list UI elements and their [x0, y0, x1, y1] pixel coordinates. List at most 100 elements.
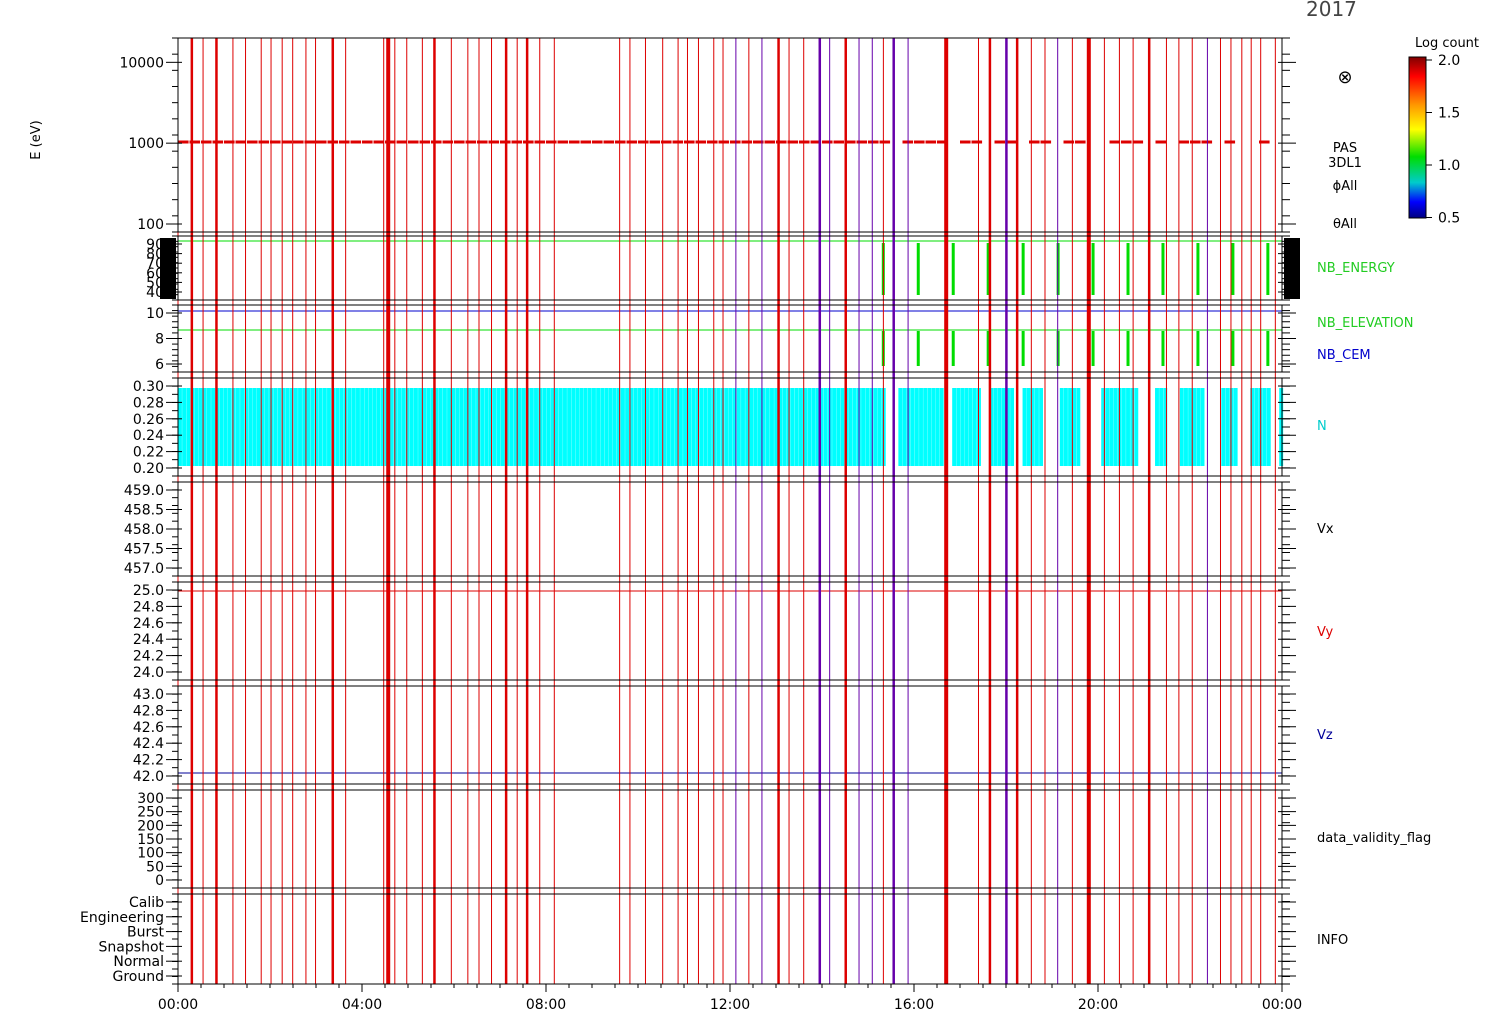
n-density-bar [1155, 388, 1159, 466]
n-density-bar [484, 388, 489, 466]
nb-energy-step [1091, 243, 1095, 295]
n-density-bar [186, 388, 191, 466]
year-label: 2017 [1306, 0, 1357, 21]
y-tick-label: 24.8 [133, 599, 164, 615]
n-density-bar [935, 388, 940, 466]
n-density-bar [372, 388, 377, 466]
y-tick-label: 10 [146, 306, 164, 322]
n-density-bar [786, 388, 791, 466]
y-tick-label: 42.4 [133, 736, 164, 752]
y-tick-label: 0.26 [133, 412, 164, 428]
n-density-bar [310, 388, 315, 466]
n-density-bar [500, 388, 505, 466]
y-tick-label: 10000 [119, 55, 164, 71]
n-density-bar [426, 388, 431, 466]
n-density-bar [438, 388, 443, 466]
n-density-bar [285, 388, 290, 466]
colorbar-tick-label: 0.5 [1438, 211, 1460, 227]
n-density-bar [720, 388, 725, 466]
event-lines-layer [177, 38, 1276, 984]
n-density-bar [550, 388, 555, 466]
n-density-bar [873, 388, 878, 466]
n-density-bar [1109, 388, 1114, 466]
x-tick-label: 20:00 [1078, 997, 1118, 1013]
n-density-bar [865, 388, 870, 466]
y-tick-label: 42.8 [133, 703, 164, 719]
y-tick-label: 459.0 [124, 483, 164, 499]
colorbar-title: Log count [1415, 36, 1479, 51]
n-density-bar [1221, 388, 1226, 466]
axes-layer: 10000100010090807060504010860.300.280.26… [80, 37, 1302, 1013]
nb-elevation-step [951, 331, 955, 366]
nb-energy-step [1126, 243, 1130, 295]
y-tick-label: 80 [146, 247, 164, 263]
n-density-bar [227, 388, 232, 466]
y-tick-label: Burst [127, 925, 165, 941]
n-density-bar [1233, 388, 1238, 466]
n-density-bar [612, 388, 617, 466]
n-density-bar [351, 388, 356, 466]
n-density-bar [1192, 388, 1197, 466]
n-density-bar [782, 388, 787, 466]
n-density-bar [509, 388, 514, 466]
n-density-bar [662, 388, 667, 466]
n-density-bar [496, 388, 501, 466]
y-tick-label: 457.5 [124, 542, 164, 558]
y-tick-label: 42.2 [133, 753, 164, 769]
nb-elevation-step [1266, 331, 1270, 366]
y-tick-label: 24.6 [133, 616, 164, 632]
n-density-bar [765, 388, 770, 466]
n-density-bar [521, 388, 526, 466]
n-density-bar [927, 388, 932, 466]
n-density-bar [902, 388, 907, 466]
n-density-bar [1063, 388, 1068, 466]
n-density-bar [1030, 388, 1035, 466]
n-density-bar [264, 388, 269, 466]
n-label: N [1317, 419, 1327, 434]
n-density-bar [277, 388, 282, 466]
n-density-bar [699, 388, 704, 466]
n-density-bar [488, 388, 493, 466]
x-tick-label: 16:00 [894, 997, 934, 1013]
n-density-bar [1059, 388, 1064, 466]
y-tick-label: Ground [113, 969, 165, 985]
n-density-bar [563, 388, 567, 466]
energy-axis-title: E (eV) [29, 120, 44, 159]
n-density-bar [471, 388, 476, 466]
n-density-bar [761, 388, 766, 466]
n-density-bar [794, 388, 799, 466]
n-density-bar [298, 388, 302, 466]
n-density-bar [1105, 388, 1110, 466]
y-tick-label: 42.6 [133, 720, 164, 736]
n-density-bar [654, 388, 659, 466]
nb-energy-step [1161, 243, 1165, 295]
n-density-bar [198, 388, 203, 466]
y-tick-label: 60 [146, 266, 164, 282]
n-density-bar [1266, 388, 1271, 466]
n-density-bar [476, 388, 480, 466]
colorbar-tick-label: 2.0 [1438, 53, 1460, 69]
n-density-bar [592, 388, 596, 466]
n-density-bar [861, 388, 866, 466]
n-density-bar [1184, 388, 1188, 466]
n-density-bar [695, 388, 700, 466]
n-density-bar [1229, 388, 1234, 466]
n-density-bar [931, 388, 936, 466]
n-density-bar [1250, 388, 1255, 466]
n-density-bar [989, 388, 994, 466]
n-density-bar [219, 388, 224, 466]
n-density-bar [529, 388, 534, 466]
n-density-bar [546, 388, 551, 466]
n-density-bar [459, 388, 464, 466]
n-density-bar [405, 388, 410, 466]
y-tick-label: 0.24 [133, 428, 164, 444]
y-tick-label: 24.0 [133, 665, 164, 681]
nb-cem-label: NB_CEM [1317, 348, 1371, 363]
colorbar-tick-label: 1.5 [1438, 106, 1460, 122]
n-density-bar [1010, 388, 1015, 466]
y-tick-label: 24.2 [133, 649, 164, 665]
n-density-bar [401, 388, 406, 466]
n-density-bar [1001, 388, 1006, 466]
nb-energy-step [986, 243, 990, 295]
n-density-bar [645, 388, 650, 466]
